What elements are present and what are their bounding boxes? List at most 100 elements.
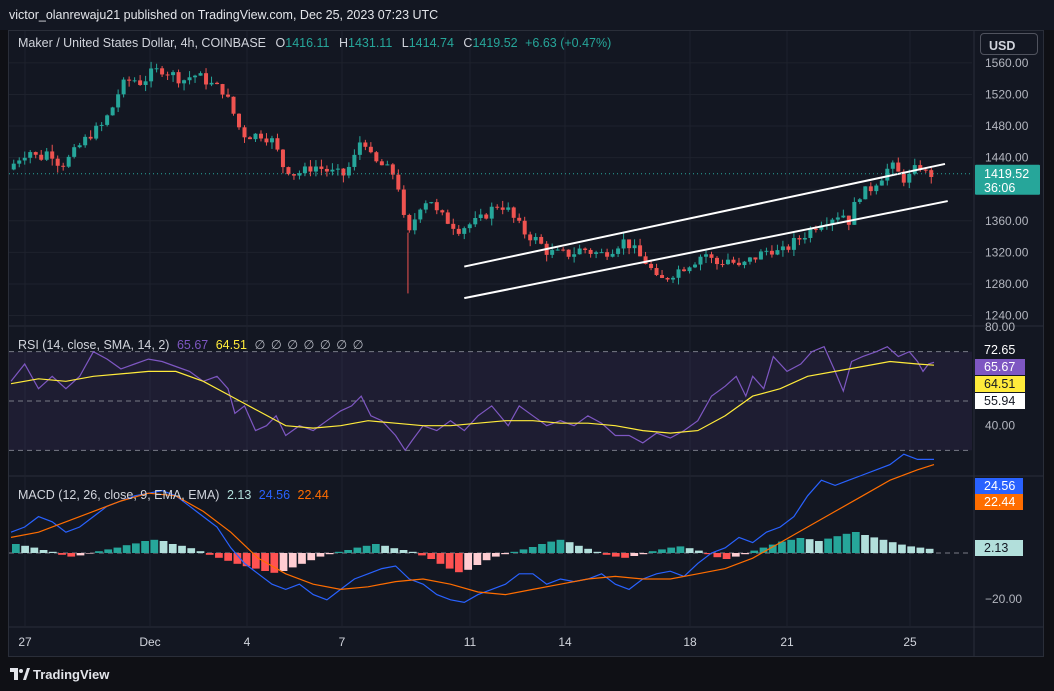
macd-histogram-bar xyxy=(288,553,297,568)
macd-histogram-bar xyxy=(21,545,29,553)
candle xyxy=(390,163,395,180)
candle xyxy=(665,277,670,282)
rsi-legend: RSI (14, close, SMA, 14, 2) 65.67 64.51 … xyxy=(18,337,365,352)
candle xyxy=(357,136,362,160)
candle xyxy=(77,142,82,149)
macd-histogram-bar xyxy=(528,547,537,553)
macd-histogram-bar xyxy=(113,547,122,553)
candle xyxy=(176,69,181,88)
macd-histogram-bar xyxy=(870,537,879,553)
macd-histogram-bar xyxy=(796,538,805,553)
macd-histogram-bar xyxy=(30,547,39,553)
candle xyxy=(302,162,307,177)
candle xyxy=(676,265,681,285)
candle xyxy=(445,209,450,225)
x-tick-label: 21 xyxy=(780,635,794,649)
macd-signal-value: 22.44 xyxy=(297,488,329,502)
macd-histogram-bar xyxy=(925,548,934,553)
high-value: 1431.11 xyxy=(348,36,393,50)
candle xyxy=(703,250,708,264)
candle xyxy=(654,263,659,277)
candle xyxy=(682,266,687,272)
low-label: L xyxy=(401,36,409,50)
candle xyxy=(401,185,406,218)
macd-histogram-bar xyxy=(150,539,159,553)
candle xyxy=(758,249,763,260)
candle xyxy=(50,144,55,166)
candle xyxy=(110,106,115,116)
candle xyxy=(434,198,439,215)
candle xyxy=(775,244,780,256)
candle xyxy=(522,216,527,239)
rsi-tick-label: 80.00 xyxy=(985,320,1015,334)
candle xyxy=(577,244,582,255)
macd-histogram-bar xyxy=(879,539,888,553)
candle xyxy=(105,114,110,127)
candle xyxy=(621,232,626,255)
candle xyxy=(220,83,225,99)
candle xyxy=(182,79,187,91)
symbol-title[interactable]: Maker / United States Dollar, 4h, COINBA… xyxy=(18,36,267,50)
candle xyxy=(824,217,829,230)
price-pane[interactable] xyxy=(9,61,972,300)
macd-histogram-bar xyxy=(307,553,316,561)
rsi-placeholders: ∅ ∅ ∅ ∅ ∅ ∅ ∅ xyxy=(254,338,365,352)
macd-value-tag xyxy=(975,540,1023,556)
candle xyxy=(528,231,533,247)
tradingview-logo-icon[interactable] xyxy=(10,668,30,680)
macd-histogram-bar xyxy=(131,543,140,553)
candle xyxy=(88,130,93,141)
tradingview-brand[interactable]: TradingView xyxy=(33,667,110,682)
candle xyxy=(198,71,203,76)
candle xyxy=(709,251,714,264)
candle xyxy=(731,256,736,265)
candle xyxy=(517,213,522,224)
macd-tag-value: 22.44 xyxy=(984,495,1015,509)
macd-histogram-bar xyxy=(648,551,657,553)
macd-pane[interactable] xyxy=(9,453,972,604)
candle xyxy=(566,249,571,260)
macd-tag-value: 2.13 xyxy=(984,541,1008,555)
macd-histogram-bar xyxy=(602,553,611,555)
macd-hist-value: 2.13 xyxy=(226,488,252,502)
rsi-tag-value: 64.51 xyxy=(984,377,1015,391)
rsi-sma-value: 64.51 xyxy=(215,338,247,352)
candle xyxy=(237,113,242,130)
macd-histogram-bar xyxy=(436,553,445,564)
candle xyxy=(160,65,165,78)
currency-button[interactable]: USD xyxy=(980,33,1038,55)
macd-histogram-bar xyxy=(704,553,712,555)
macd-histogram-bar xyxy=(39,550,48,553)
candle xyxy=(462,226,467,240)
candle xyxy=(297,170,302,180)
candle xyxy=(588,248,593,258)
rsi-title[interactable]: RSI (14, close, SMA, 14, 2) xyxy=(18,338,170,352)
candle xyxy=(451,218,456,235)
candle xyxy=(352,149,357,171)
candle xyxy=(511,206,516,223)
candle xyxy=(127,76,132,87)
macd-histogram-bar xyxy=(95,551,103,553)
publisher-bar: victor_olanrewaju21 published on Trading… xyxy=(0,0,1054,30)
rsi-pane[interactable] xyxy=(9,345,972,452)
candle xyxy=(495,204,500,210)
macd-histogram-bar xyxy=(611,553,620,557)
open-value: 1416.11 xyxy=(285,36,330,50)
macd-legend: MACD (12, 26, close, 9, EMA, EMA) 2.13 2… xyxy=(18,488,329,502)
candle xyxy=(385,160,390,166)
macd-tick-label: −20.00 xyxy=(985,592,1022,606)
macd-histogram-bar xyxy=(141,541,149,553)
macd-histogram-bar xyxy=(722,553,731,559)
macd-histogram-bar xyxy=(639,553,648,555)
candle xyxy=(802,232,807,244)
candle xyxy=(363,139,368,151)
candle xyxy=(506,202,511,212)
macd-histogram-bar xyxy=(538,544,546,553)
macd-histogram-bar xyxy=(501,553,509,555)
macd-title[interactable]: MACD (12, 26, close, 9, EMA, EMA) xyxy=(18,488,220,502)
footer xyxy=(0,657,1054,691)
price-tick-label: 1480.00 xyxy=(985,119,1029,133)
change-value: +6.63 (+0.47%) xyxy=(525,36,612,50)
candle xyxy=(500,200,505,215)
